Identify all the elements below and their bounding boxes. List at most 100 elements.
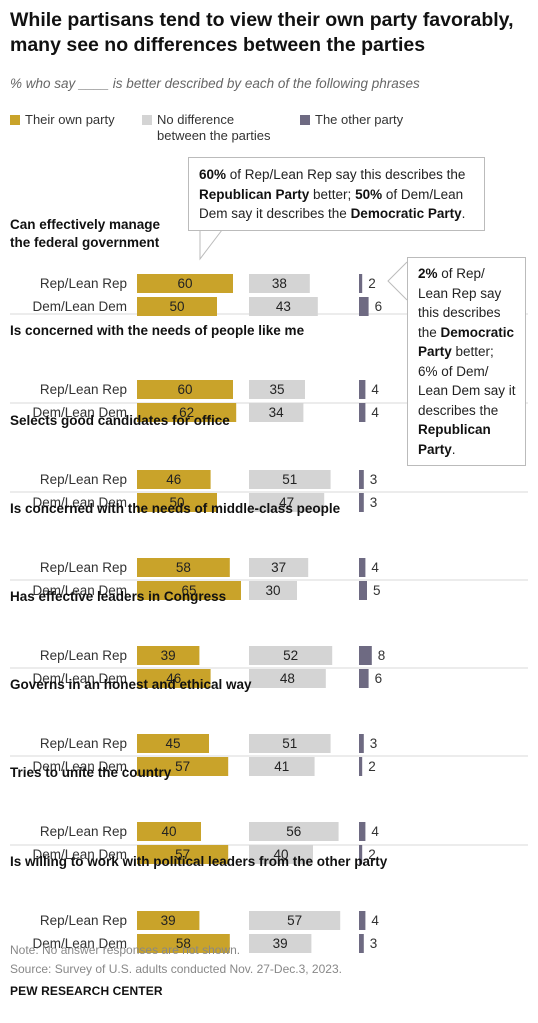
row-label-3-2: Dem/Lean Dem <box>32 495 127 510</box>
row-label-7-2: Dem/Lean Dem <box>32 847 127 862</box>
callout-side-pct: 2% <box>418 266 438 281</box>
bar-other-4-2 <box>359 581 367 600</box>
callout-side-text-2: better; 6% of Dem/ Lean Dem say it descr… <box>418 344 516 418</box>
label-none-7-1: 56 <box>286 824 301 839</box>
bar-other-6-2 <box>359 757 363 776</box>
label-none-4-1: 37 <box>271 560 286 575</box>
bar-other-8-1 <box>359 911 366 930</box>
label-own-1-2: 50 <box>169 299 184 314</box>
bar-other-1-2 <box>359 297 369 316</box>
label-own-3-1: 46 <box>166 472 181 487</box>
group-label-1-line-2: the federal government <box>10 235 160 250</box>
bar-own-3-1 <box>137 470 211 489</box>
bar-own-1-1 <box>137 274 233 293</box>
row-label-1-2: Dem/Lean Dem <box>32 299 127 314</box>
row-label-3-1: Rep/Lean Rep <box>40 472 127 487</box>
label-own-4-2: 65 <box>181 583 196 598</box>
row-label-6-1: Rep/Lean Rep <box>40 736 127 751</box>
row-label-4-2: Dem/Lean Dem <box>32 583 127 598</box>
label-none-1-2: 43 <box>276 299 291 314</box>
label-none-1-1: 38 <box>272 276 287 291</box>
row-label-8-1: Rep/Lean Rep <box>40 913 127 928</box>
group-label-2: Is concerned with the needs of people li… <box>10 323 305 338</box>
label-none-6-2: 41 <box>274 759 289 774</box>
callout-top: 60% of Rep/Lean Rep say this describes t… <box>188 157 485 231</box>
bar-own-8-2 <box>137 934 230 953</box>
bar-own-6-2 <box>137 757 229 776</box>
note: Note: No answer responses are not shown. <box>10 943 241 957</box>
label-own-7-2: 57 <box>175 847 190 862</box>
label-none-7-2: 40 <box>273 847 288 862</box>
label-other-3-1: 3 <box>370 472 378 487</box>
label-own-5-1: 39 <box>161 648 176 663</box>
label-other-2-2: 4 <box>371 405 379 420</box>
label-own-6-2: 57 <box>175 759 190 774</box>
bar-own-5-2 <box>137 669 211 688</box>
callout-side-party-dem: Democratic Party <box>418 324 515 360</box>
group-label-4: Is concerned with the needs of middle-cl… <box>10 501 341 516</box>
callout-top-party-rep: Republican Party <box>199 186 310 202</box>
bar-other-7-2 <box>359 845 363 864</box>
label-own-3-2: 50 <box>169 495 184 510</box>
bar-none-3-2 <box>249 493 325 512</box>
bar-own-4-1 <box>137 558 230 577</box>
label-none-6-1: 51 <box>282 736 297 751</box>
bar-other-3-1 <box>359 470 364 489</box>
label-none-8-1: 57 <box>287 913 302 928</box>
callout-top-pct-dem: 50% <box>355 186 383 202</box>
label-other-5-2: 6 <box>375 671 383 686</box>
bar-other-1-1 <box>359 274 363 293</box>
callout-top-pointer <box>199 229 223 261</box>
label-other-8-1: 4 <box>371 913 379 928</box>
label-none-2-2: 34 <box>269 405 285 420</box>
label-other-8-2: 3 <box>370 936 378 951</box>
bar-own-1-2 <box>137 297 217 316</box>
bar-own-7-2 <box>137 845 229 864</box>
callout-side-text-1: of Rep/ Lean Rep say this describes the <box>418 266 502 340</box>
label-none-8-2: 39 <box>273 936 288 951</box>
label-other-2-1: 4 <box>371 382 379 397</box>
legend-swatch-own <box>10 115 20 125</box>
bar-none-5-1 <box>249 646 333 665</box>
bar-other-5-2 <box>359 669 369 688</box>
row-label-5-1: Rep/Lean Rep <box>40 648 127 663</box>
bar-none-6-1 <box>249 734 331 753</box>
bar-own-6-1 <box>137 734 209 753</box>
group-label-1-line-1: Can effectively manage <box>10 217 161 232</box>
brand: PEW RESEARCH CENTER <box>10 984 163 998</box>
bar-other-6-1 <box>359 734 364 753</box>
group-label-8: Is willing to work with political leader… <box>10 854 388 869</box>
bar-none-2-1 <box>249 380 305 399</box>
label-none-3-2: 47 <box>279 495 294 510</box>
source: Source: Survey of U.S. adults conducted … <box>10 962 342 976</box>
bar-none-1-1 <box>249 274 310 293</box>
label-own-8-1: 39 <box>161 913 176 928</box>
group-label-7: Tries to unite the country <box>10 765 172 780</box>
bar-own-4-2 <box>137 581 241 600</box>
label-none-4-2: 30 <box>265 583 280 598</box>
bar-own-7-1 <box>137 822 201 841</box>
row-label-6-2: Dem/Lean Dem <box>32 759 127 774</box>
label-own-7-1: 40 <box>161 824 176 839</box>
bar-none-2-2 <box>249 403 304 422</box>
bar-other-7-1 <box>359 822 366 841</box>
legend-label-other: The other party <box>315 112 404 127</box>
label-other-1-1: 2 <box>368 276 376 291</box>
row-label-8-2: Dem/Lean Dem <box>32 936 127 951</box>
bar-other-4-1 <box>359 558 366 577</box>
bar-own-8-1 <box>137 911 200 930</box>
label-own-1-1: 60 <box>177 276 192 291</box>
legend-label-none: No difference between the parties <box>157 112 271 143</box>
legend-label-own: Their own party <box>25 112 115 127</box>
bar-none-4-1 <box>249 558 309 577</box>
callout-top-party-dem: Democratic Party <box>350 206 462 221</box>
label-other-4-2: 5 <box>373 583 381 598</box>
bar-other-2-2 <box>359 403 366 422</box>
callout-top-text-4: . <box>461 206 466 221</box>
legend-swatch-other <box>300 115 310 125</box>
bar-none-4-2 <box>249 581 297 600</box>
label-own-2-1: 60 <box>177 382 192 397</box>
label-other-1-2: 6 <box>375 299 383 314</box>
row-label-2-2: Dem/Lean Dem <box>32 405 127 420</box>
